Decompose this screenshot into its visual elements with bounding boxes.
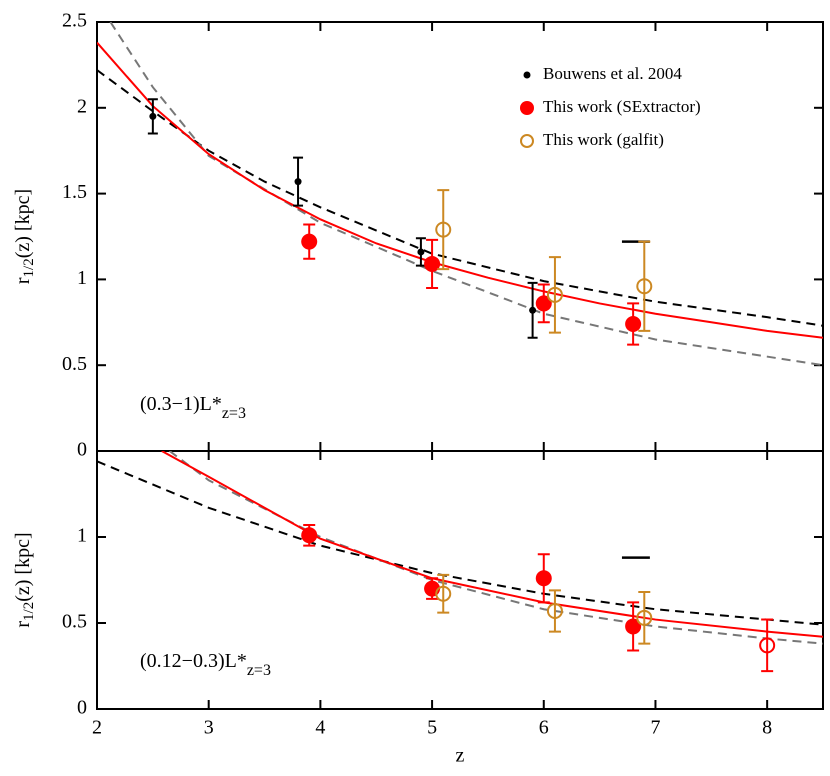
legend-label: Bouwens et al. 2004 (543, 64, 682, 83)
error-bar (638, 591, 651, 645)
y-tick-label: 0.5 (62, 353, 87, 375)
plot-frame (96, 450, 824, 710)
fit-curve (161, 451, 823, 638)
data-point (636, 278, 653, 295)
annotation-main: (0.3−1)L* (140, 393, 222, 415)
data-point (301, 233, 318, 250)
annotation: (0.3−1)L*z=3 (140, 393, 246, 422)
error-bar (548, 589, 561, 633)
data-point (636, 609, 653, 626)
data-point (435, 585, 452, 602)
error-bar (548, 256, 561, 334)
data-point (546, 286, 563, 303)
data-point (149, 112, 157, 120)
y-tick-label: 1 (77, 267, 87, 289)
x-tick-label: 6 (539, 717, 549, 739)
x-tick-label: 8 (762, 717, 772, 739)
x-axis-label: z (456, 745, 465, 767)
fit-curve (97, 69, 823, 327)
data-point (424, 255, 441, 272)
y-tick-label: 2 (77, 95, 87, 117)
annotation-main: (0.12−0.3)L* (140, 650, 247, 672)
y-axis-label-part: 1/2 (21, 258, 37, 277)
x-tick-label: 5 (427, 717, 437, 739)
plot-frame (96, 21, 824, 452)
fit-curve (97, 41, 823, 339)
plot-area (97, 451, 823, 645)
error-bar (761, 618, 774, 673)
data-point (301, 527, 318, 544)
y-axis-label-part: 1/2 (21, 602, 37, 621)
legend-label: This work (galfit) (543, 130, 664, 149)
legend-label: This work (SExtractor) (543, 97, 701, 116)
annotation-sub: z=3 (222, 405, 246, 422)
x-tick-label: 7 (650, 717, 660, 739)
fit-curve (169, 451, 823, 645)
annotation: (0.12−0.3)L*z=3 (140, 650, 271, 679)
fit-curve (109, 22, 823, 367)
y-axis-label-part: r (12, 621, 34, 628)
data-point (535, 570, 552, 587)
data-point (546, 602, 563, 619)
legend-marker (520, 101, 534, 115)
y-axis-label: r1/2(z) [kpc] (12, 189, 38, 284)
data-point (417, 248, 425, 256)
y-axis-label-part: r (12, 277, 34, 284)
error-bar (437, 573, 450, 614)
y-tick-label: 0.5 (62, 611, 87, 633)
y-tick-label: 1.5 (62, 181, 87, 203)
annotation-sub: z=3 (247, 662, 271, 679)
data-point (625, 316, 642, 333)
x-tick-label: 4 (315, 717, 325, 739)
data-point (759, 637, 776, 654)
error-bar (437, 189, 450, 271)
x-tick-label: 3 (204, 717, 214, 739)
y-tick-label: 0 (77, 697, 87, 719)
plot-area (97, 22, 823, 367)
fit-curve (97, 460, 823, 626)
y-axis-label-part: (z) [kpc] (12, 189, 34, 258)
y-tick-label: 0 (77, 439, 87, 461)
y-axis-label-part: (z) [kpc] (12, 532, 34, 601)
legend-marker (520, 134, 534, 148)
data-point (294, 178, 302, 186)
data-point (529, 306, 537, 314)
y-tick-label: 2.5 (62, 10, 87, 32)
data-point (435, 221, 452, 238)
data-point (625, 618, 642, 635)
x-tick-label: 2 (92, 717, 102, 739)
error-bar (638, 240, 651, 332)
legend-marker (523, 71, 531, 79)
y-axis-label: r1/2(z) [kpc] (12, 532, 38, 627)
data-point (535, 295, 552, 312)
y-tick-label: 1 (77, 525, 87, 547)
